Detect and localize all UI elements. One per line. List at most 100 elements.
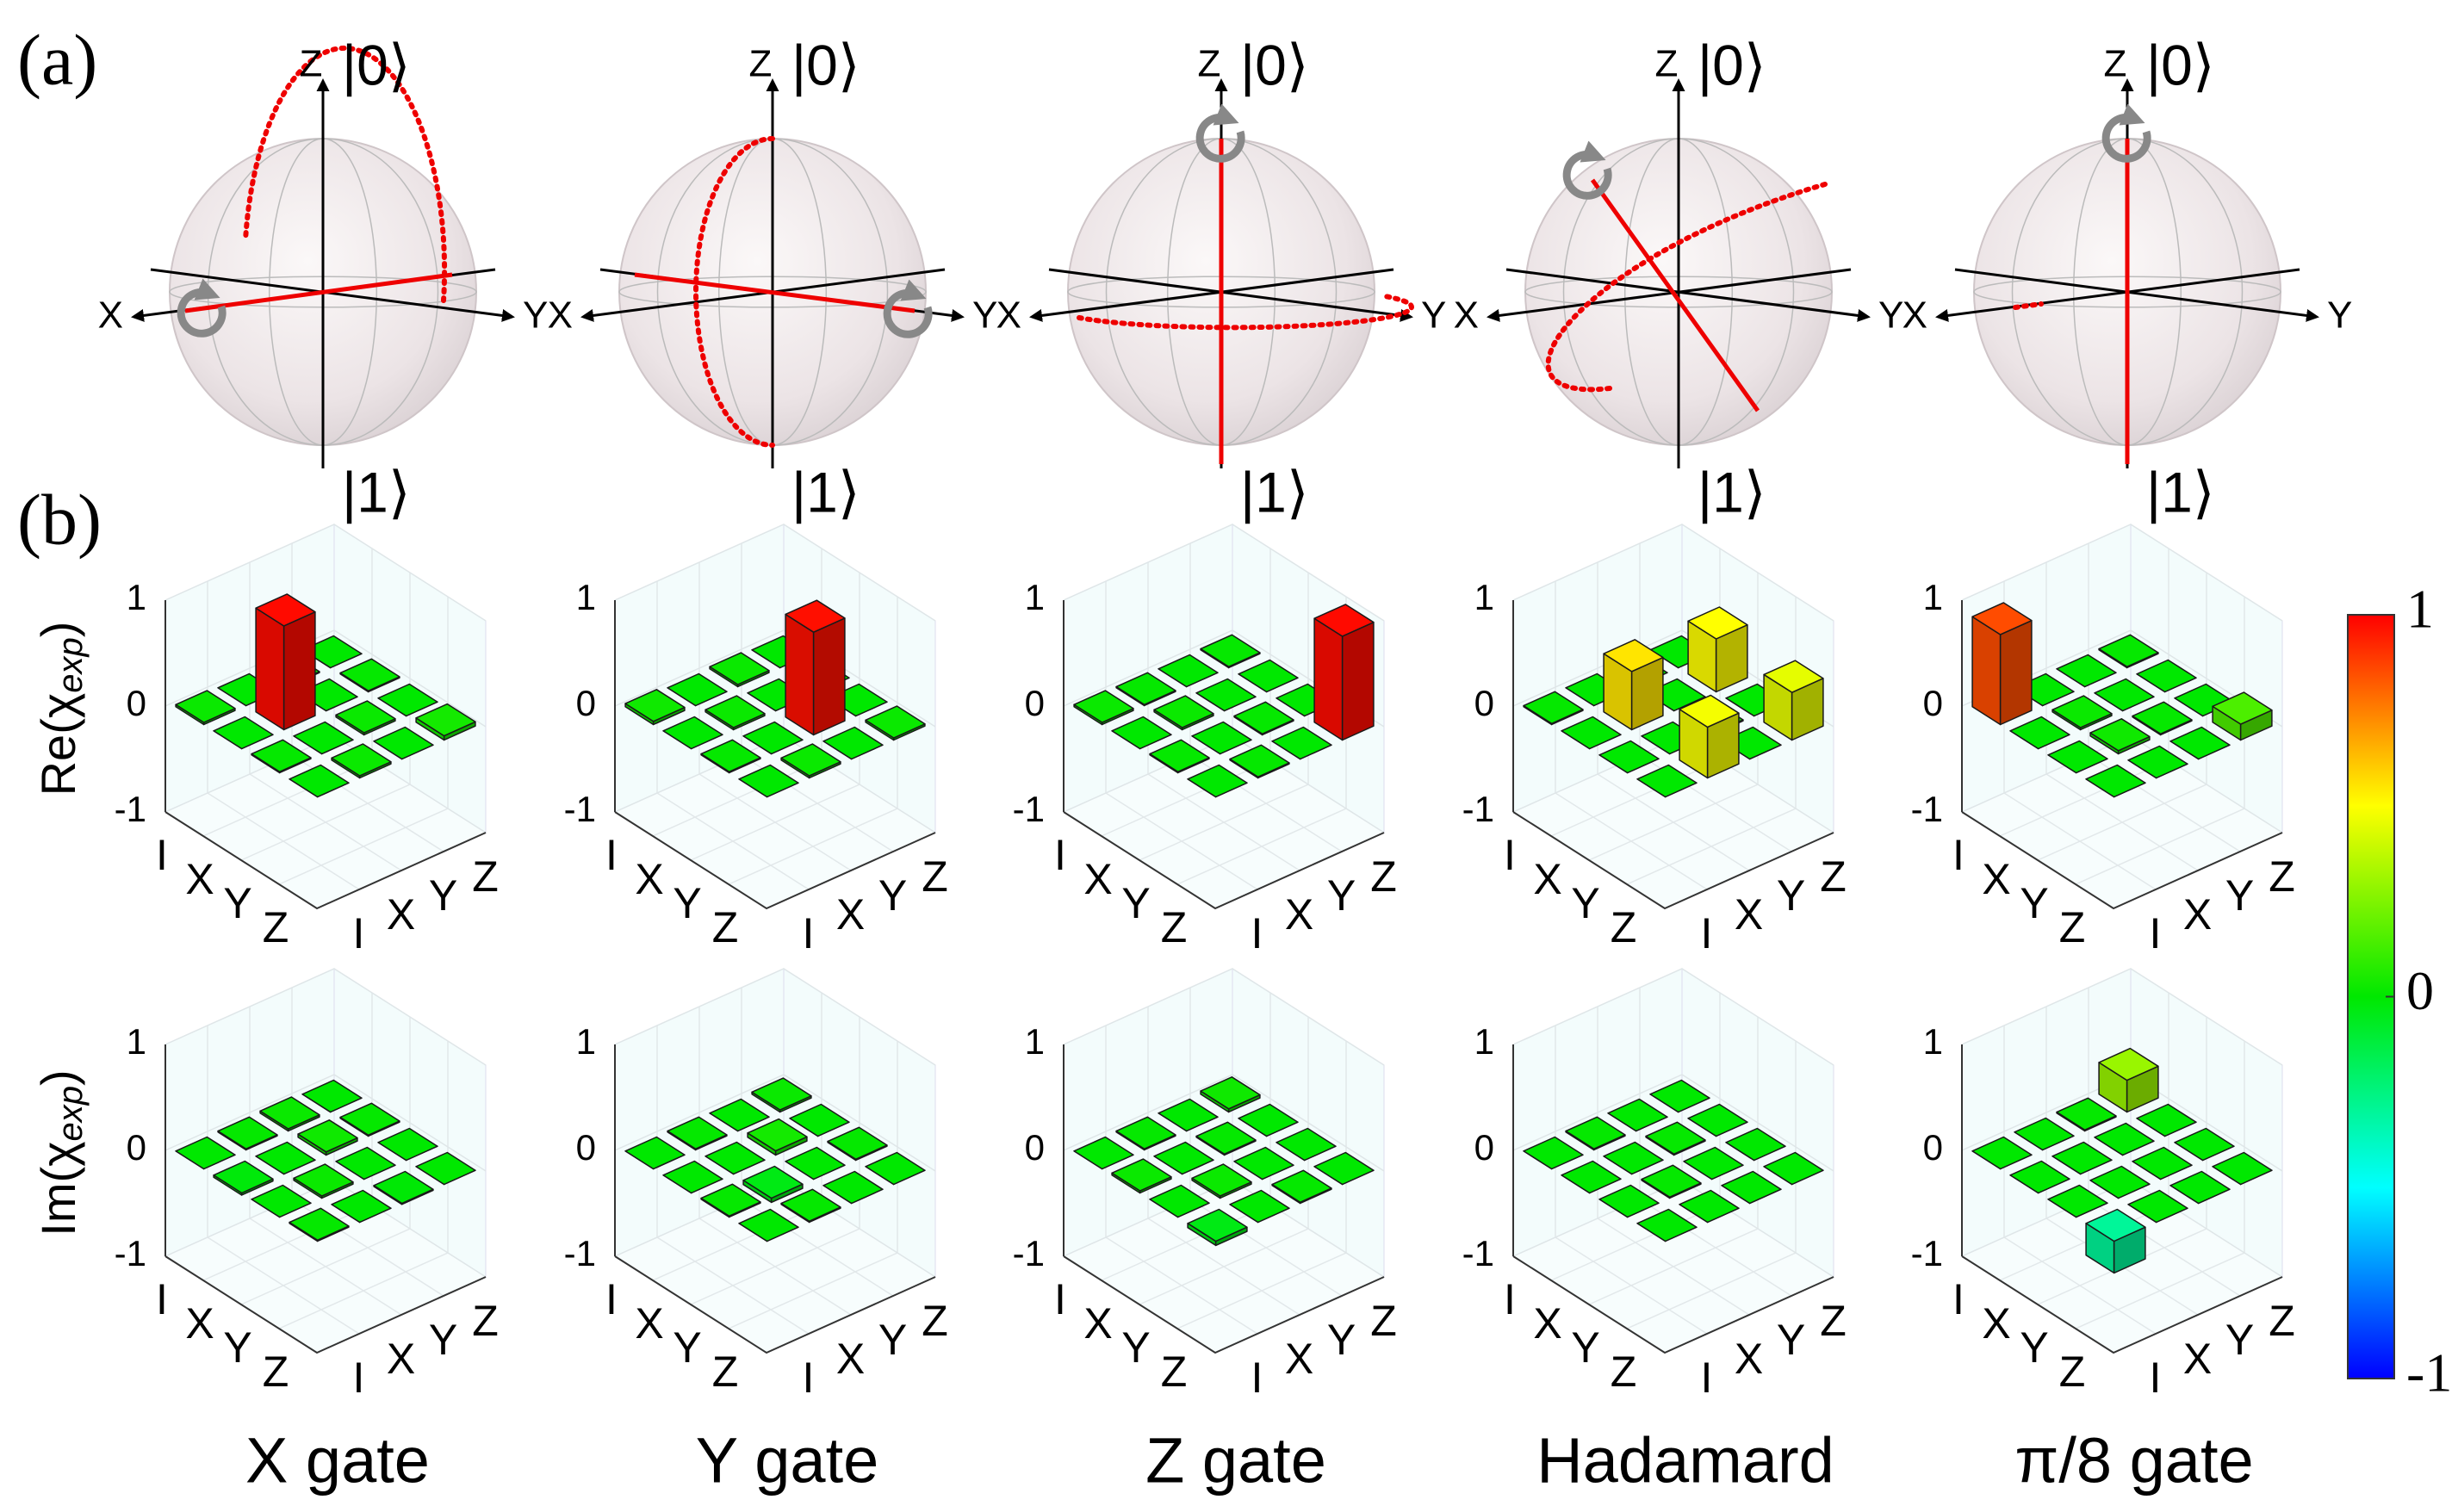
- z-tick-label: 0: [1025, 1127, 1045, 1168]
- row-axis-label: Y: [1121, 879, 1150, 927]
- bar: [865, 705, 926, 741]
- bar-face: [624, 689, 686, 722]
- row-label-main: Im(χ: [31, 1141, 85, 1236]
- bar-face: [373, 1170, 434, 1205]
- row-axis-label: I: [1952, 1275, 1965, 1323]
- bar: [2056, 654, 2117, 688]
- bar-face: [812, 617, 846, 736]
- col-axis-label: Z: [1820, 1297, 1847, 1345]
- bar-face: [2132, 701, 2193, 735]
- bar-face: [1200, 1076, 1261, 1110]
- bar-face: [747, 1118, 808, 1152]
- trajectory: [693, 136, 775, 448]
- bar: [293, 721, 354, 755]
- bar-face: [175, 690, 236, 723]
- bar: [301, 1079, 363, 1113]
- state-label: |1⟩: [1698, 460, 1766, 524]
- axis-label: Y: [523, 294, 548, 337]
- row-axis-label: I: [1054, 1275, 1066, 1323]
- bar-face: [1111, 1158, 1172, 1192]
- bar-face: [705, 695, 766, 728]
- bar-face: [1149, 1184, 1210, 1218]
- col-axis-label: X: [1735, 1335, 1763, 1383]
- bar: [1195, 678, 1257, 712]
- col-axis-label: X: [836, 890, 865, 939]
- bar-face: [2089, 1165, 2151, 1199]
- bar: [2047, 1184, 2108, 1218]
- z-tick-label: 1: [1923, 1021, 1943, 1062]
- bar: [1683, 1146, 1744, 1180]
- bar: [789, 1103, 850, 1137]
- bar-face: [2098, 1047, 2159, 1081]
- axis-label: X: [548, 294, 573, 337]
- gate-label: Z gate: [1145, 1425, 1326, 1497]
- bar-face: [377, 683, 438, 717]
- bar-face: [2136, 1103, 2197, 1137]
- bar: [785, 1146, 846, 1180]
- row-axis-label: Z: [263, 903, 289, 951]
- col-axis-label: X: [2183, 1335, 2212, 1383]
- bar: [624, 1136, 686, 1170]
- col-axis-label: Z: [2269, 852, 2295, 901]
- bar-face: [1683, 1146, 1744, 1180]
- bar-face: [1603, 1141, 1664, 1175]
- bar-face: [1195, 1121, 1257, 1156]
- bar-face: [331, 1189, 392, 1224]
- row-axis-label: Z: [1161, 903, 1188, 951]
- bar-face: [297, 1119, 358, 1153]
- bar-face: [742, 1165, 804, 1199]
- axis-label: X: [996, 294, 1021, 337]
- bar-face: [785, 613, 815, 736]
- grid-line: [614, 1074, 936, 1172]
- bar: [747, 1118, 808, 1156]
- bar: [2174, 1127, 2235, 1162]
- bar: [667, 672, 728, 707]
- bar: [1276, 1127, 1337, 1162]
- row-axis-label: X: [185, 1299, 214, 1348]
- col-axis-label: X: [387, 1335, 415, 1383]
- grid-line: [1512, 1074, 1834, 1172]
- bar-face: [293, 721, 354, 755]
- bar: [705, 1141, 766, 1175]
- bloch-sphere: Z |0⟩ |1⟩ X Y: [996, 33, 1447, 524]
- axis-label: X: [1902, 294, 1927, 337]
- bloch-sphere: Z |0⟩ |1⟩ X Y: [98, 33, 549, 524]
- bar: [2212, 1151, 2273, 1186]
- bar: [1641, 1164, 1702, 1199]
- bar: [1971, 1136, 2033, 1170]
- z-tick-label: 0: [127, 1127, 146, 1168]
- axis-label: Z: [2104, 43, 2127, 85]
- bar: [1153, 695, 1214, 731]
- bar-face: [2051, 695, 2113, 728]
- bar-face: [700, 739, 761, 773]
- bar-face: [1238, 659, 1299, 693]
- bar: [373, 726, 434, 760]
- bar: [1233, 1146, 1294, 1180]
- bar-face: [1641, 1164, 1702, 1199]
- bar-face: [789, 1103, 850, 1137]
- gate-label: π/8 gate: [2014, 1425, 2253, 1497]
- col-axis-label: Y: [429, 1316, 457, 1364]
- bar-face: [667, 1116, 728, 1150]
- col-axis-label: Y: [2225, 871, 2254, 920]
- bar: [1523, 691, 1584, 726]
- bar-face: [1763, 660, 1824, 693]
- z-tick-label: 0: [1474, 683, 1494, 723]
- bar-face: [1187, 764, 1248, 798]
- bar: [1149, 739, 1210, 774]
- bar-face: [2098, 634, 2159, 668]
- row-axis-label: X: [1982, 1299, 2010, 1348]
- row-axis-label: Y: [1121, 1323, 1150, 1372]
- z-tick-label: -1: [115, 789, 146, 829]
- bar: [259, 1096, 320, 1132]
- row-axis-label: Y: [1571, 1323, 1599, 1372]
- bar: [785, 599, 846, 736]
- col-axis-label: Z: [2269, 1297, 2295, 1345]
- bar: [289, 764, 350, 798]
- bar: [2132, 1146, 2193, 1180]
- bar: [1115, 672, 1176, 707]
- bar: [2047, 740, 2108, 774]
- bar-face: [1523, 1136, 1584, 1170]
